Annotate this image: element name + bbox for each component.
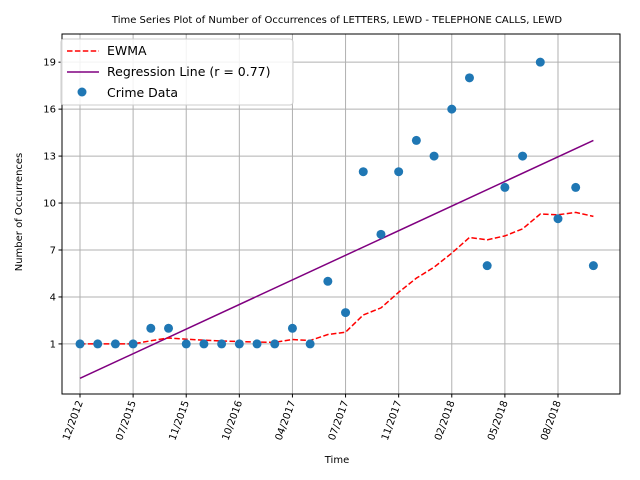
data-point	[571, 182, 581, 192]
data-point	[128, 339, 138, 349]
data-point	[181, 339, 191, 349]
x-tick-label: 08/2018	[539, 399, 564, 442]
legend: EWMA Regression Line (r = 0.77) Crime Da…	[60, 38, 294, 106]
data-point	[447, 104, 457, 114]
legend-ewma-label: EWMA	[107, 43, 147, 58]
data-point	[464, 73, 474, 83]
regression-line	[79, 139, 594, 380]
data-point	[287, 323, 297, 333]
data-point	[75, 339, 85, 349]
data-point	[93, 339, 103, 349]
data-point	[270, 339, 280, 349]
data-point	[535, 57, 545, 67]
data-point	[323, 276, 333, 286]
plot-area	[61, 33, 621, 395]
legend-regression-label: Regression Line (r = 0.77)	[107, 64, 271, 79]
data-point	[500, 182, 510, 192]
data-point	[234, 339, 244, 349]
legend-box	[60, 38, 294, 106]
data-point	[376, 229, 386, 239]
y-tick-label: 19	[43, 58, 56, 69]
x-tick-label: 10/2016	[221, 399, 246, 442]
x-tick-label: 04/2017	[274, 399, 299, 442]
x-tick-label: 07/2015	[114, 399, 139, 442]
y-tick-label: 10	[43, 199, 56, 210]
x-tick-label: 05/2018	[486, 399, 511, 442]
crime-data-points	[75, 57, 598, 349]
x-tick-label: 11/2015	[167, 399, 192, 442]
data-point	[394, 167, 404, 177]
data-point	[553, 214, 563, 224]
data-point	[518, 151, 528, 161]
data-point	[252, 339, 262, 349]
data-point	[199, 339, 209, 349]
data-point	[411, 135, 421, 145]
x-tick-label: 11/2017	[380, 399, 405, 442]
x-axis: 12/2012 07/2015 11/2015 10/2016 04/2017 07/20…	[61, 394, 564, 442]
y-tick-label: 7	[50, 246, 56, 257]
data-point	[588, 261, 598, 271]
y-tick-label: 4	[50, 292, 56, 303]
y-axis: 1 4 7 10 13 16 19	[43, 58, 62, 350]
legend-points-swatch	[77, 87, 87, 97]
chart-title: Time Series Plot of Number of Occurrence…	[111, 15, 562, 26]
data-point	[341, 308, 351, 318]
x-tick-label: 12/2012	[61, 399, 86, 442]
y-axis-label: Number of Occurrences	[14, 153, 25, 272]
data-point	[305, 339, 315, 349]
data-point	[217, 339, 227, 349]
data-point	[164, 323, 174, 333]
ewma-line	[80, 211, 594, 345]
x-tick-label: 02/2018	[433, 399, 458, 442]
data-point	[110, 339, 120, 349]
x-tick-label: 07/2017	[327, 399, 352, 442]
legend-points-label: Crime Data	[107, 85, 178, 100]
y-tick-label: 13	[43, 152, 56, 163]
y-tick-label: 16	[43, 105, 56, 116]
y-tick-label: 1	[50, 339, 56, 350]
data-point	[146, 323, 156, 333]
data-point	[429, 151, 439, 161]
data-point	[482, 261, 492, 271]
data-point	[358, 167, 368, 177]
x-axis-label: Time	[324, 455, 349, 466]
